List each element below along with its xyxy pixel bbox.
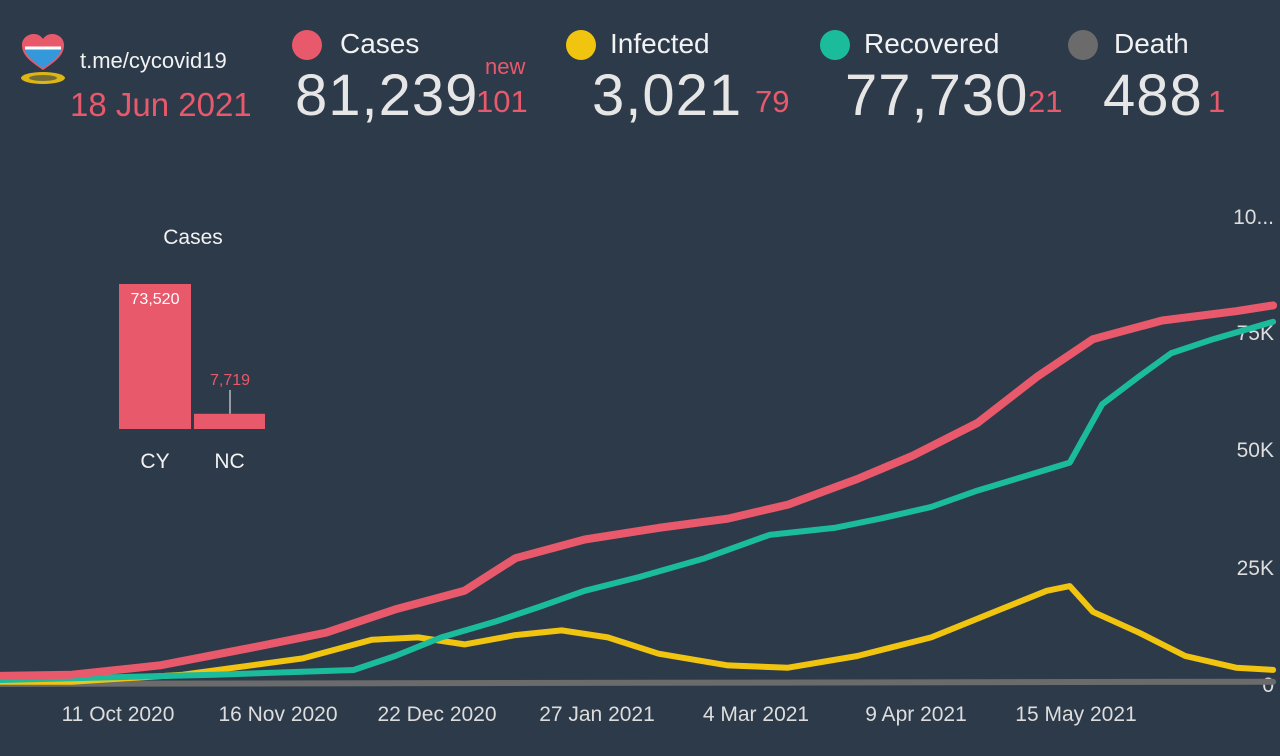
cases-delta: 101 — [476, 84, 528, 119]
telegram-link[interactable]: t.me/cycovid19 — [80, 48, 227, 73]
infected-delta: 79 — [755, 84, 790, 119]
bar-value-label: 7,719 — [210, 372, 250, 389]
cases-value: 81,239 — [295, 63, 479, 128]
new-label: new — [485, 54, 526, 79]
death-label: Death — [1114, 28, 1189, 59]
x-tick-label: 9 Apr 2021 — [865, 703, 967, 726]
y-tick-label: 75K — [1237, 322, 1274, 345]
x-tick-label: 4 Mar 2021 — [703, 703, 809, 726]
recovered-value: 77,730 — [845, 63, 1029, 128]
x-tick-label: 27 Jan 2021 — [539, 703, 655, 726]
y-tick-label: 25K — [1237, 557, 1274, 580]
bar-category-label: NC — [214, 450, 244, 473]
x-tick-label: 15 May 2021 — [1015, 703, 1136, 726]
infected-value: 3,021 — [592, 63, 743, 128]
series-line-infected — [0, 583, 1277, 685]
bar-category-label: CY — [140, 450, 169, 473]
death-value: 488 — [1103, 63, 1203, 128]
x-tick-label: 22 Dec 2020 — [377, 703, 496, 726]
bar-cy — [119, 284, 191, 429]
cases-dot-icon — [292, 30, 322, 60]
recovered-delta: 21 — [1028, 84, 1063, 119]
report-date: 18 Jun 2021 — [70, 86, 252, 123]
infected-dot-icon — [566, 30, 596, 60]
recovered-dot-icon — [820, 30, 850, 60]
bar-value-label: 73,520 — [131, 291, 180, 308]
bar-nc — [194, 413, 265, 429]
heart-logo-icon — [18, 32, 68, 88]
death-dot-icon — [1068, 30, 1098, 60]
x-tick-label: 11 Oct 2020 — [62, 703, 175, 726]
y-tick-label: 10... — [1233, 206, 1274, 229]
series-line-recovered — [0, 318, 1277, 684]
cases-label: Cases — [340, 28, 420, 59]
series-line-death — [0, 678, 1277, 687]
y-tick-label: 0 — [1262, 674, 1274, 697]
series-line-cases — [0, 301, 1278, 680]
infected-label: Infected — [610, 28, 710, 59]
bar-chart-title: Cases — [163, 226, 223, 249]
death-delta: 1 — [1208, 84, 1226, 119]
y-tick-label: 50K — [1237, 439, 1274, 462]
recovered-label: Recovered — [864, 28, 1000, 59]
x-tick-label: 16 Nov 2020 — [218, 703, 337, 726]
